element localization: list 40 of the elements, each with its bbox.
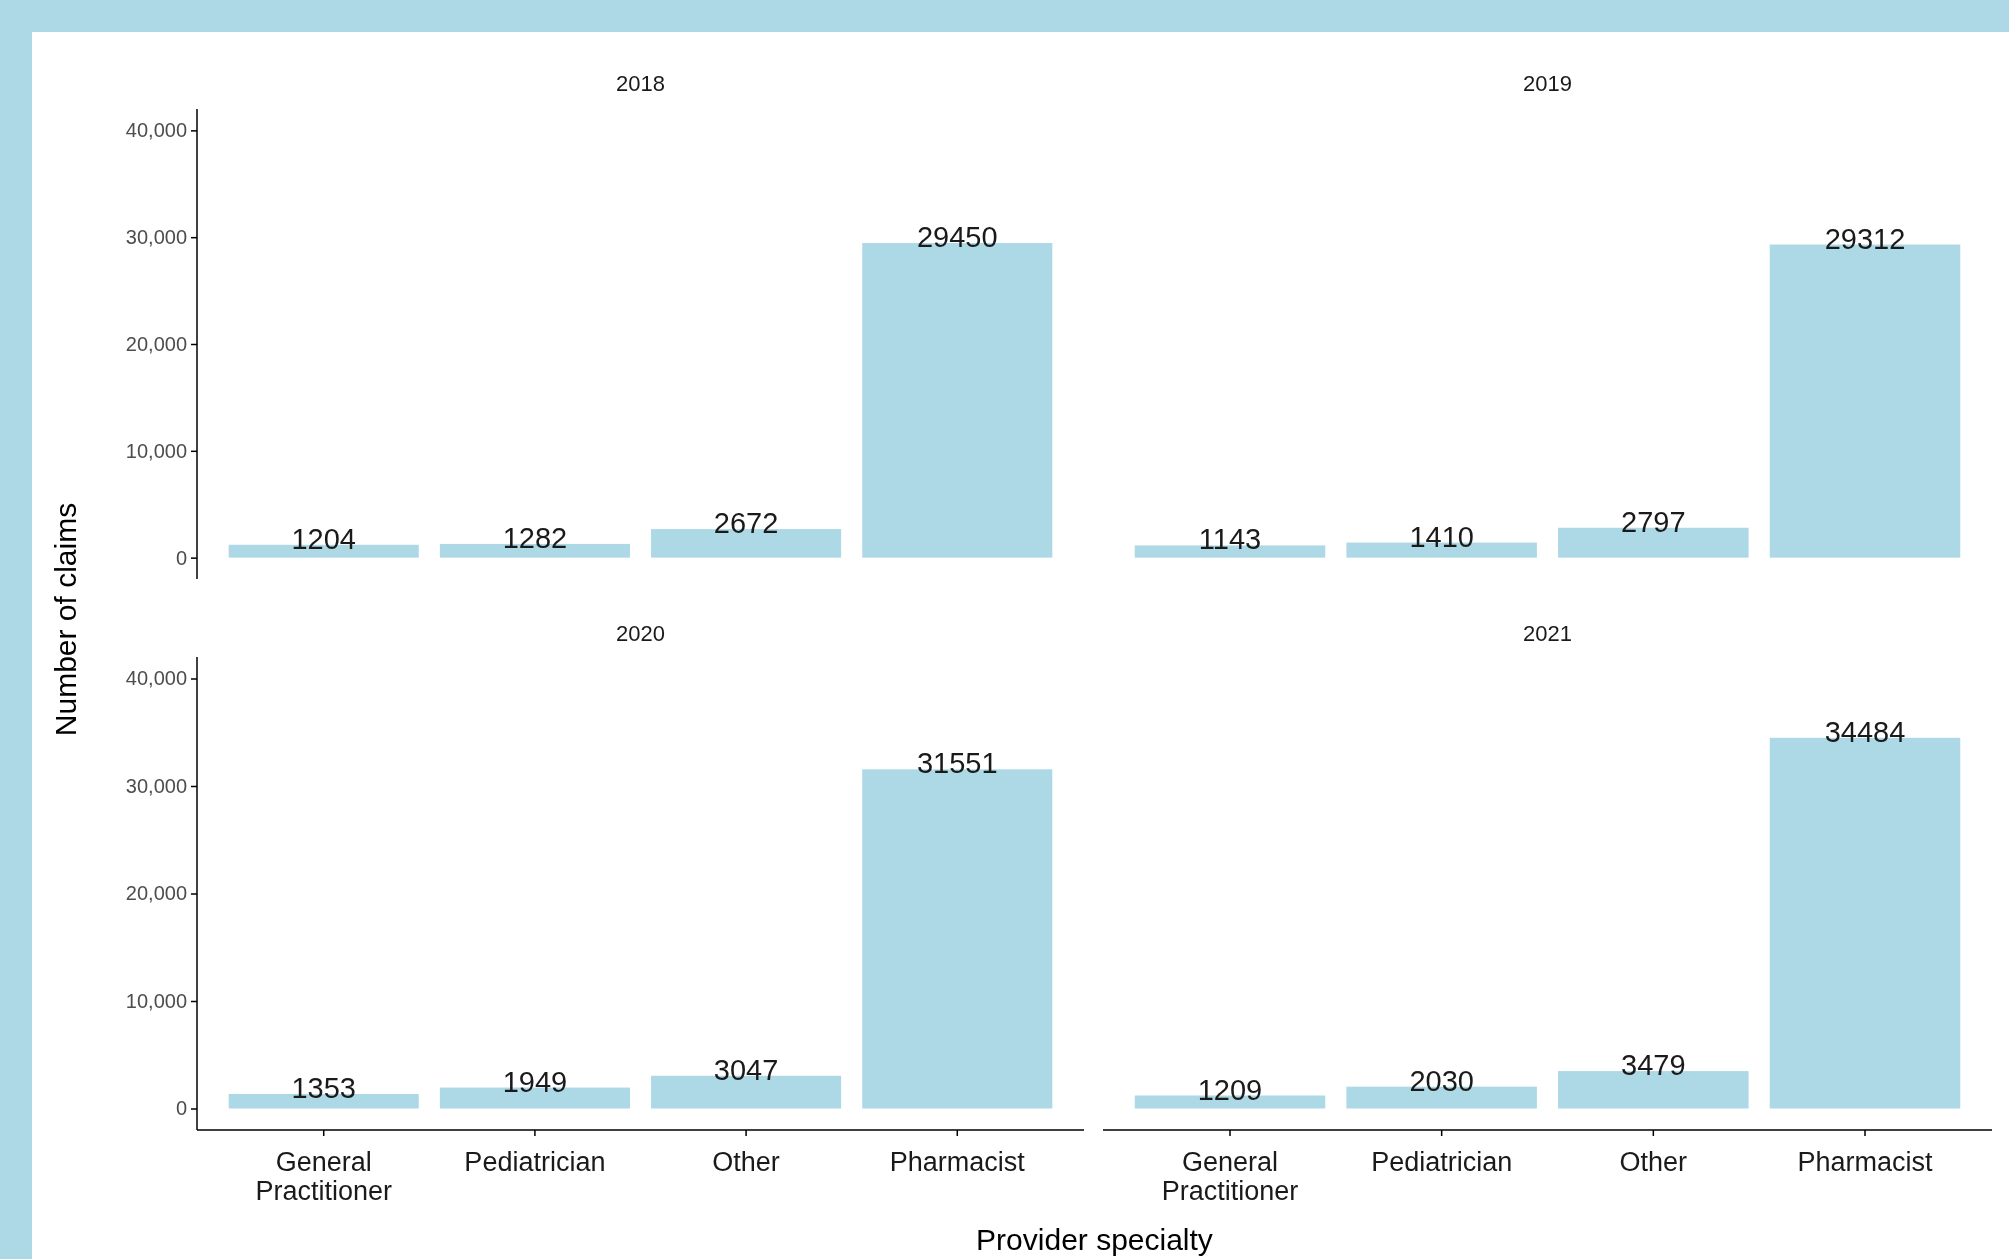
- y-tick-label: 20,000: [125, 882, 187, 905]
- data-label: 1282: [502, 521, 568, 554]
- data-label: 1410: [1409, 520, 1474, 553]
- x-tick-label: Pediatrician: [1371, 1147, 1513, 1178]
- y-tick-label: 10,000: [125, 989, 187, 1012]
- data-label: 2030: [1409, 1064, 1474, 1097]
- y-tick-label: 40,000: [125, 667, 187, 690]
- data-label: 1143: [1198, 523, 1262, 556]
- y-tick-label: 0: [175, 546, 187, 569]
- data-label: 31551: [916, 747, 998, 780]
- data-label: 1209: [1197, 1073, 1263, 1106]
- x-tick-label: Other: [712, 1147, 780, 1178]
- chart-title: 2019: [1523, 71, 1572, 96]
- data-label: 3047: [713, 1053, 779, 1086]
- x-tick-label: Pediatrician: [464, 1147, 606, 1178]
- y-tick-label: 10,000: [125, 439, 187, 462]
- data-label: 1353: [291, 1071, 356, 1104]
- y-tick-label: 30,000: [125, 226, 187, 249]
- data-label: 29450: [916, 221, 998, 254]
- y-tick-label: 40,000: [125, 119, 187, 142]
- data-label: 34484: [1824, 715, 1906, 748]
- chart-title: 2021: [1523, 621, 1572, 646]
- chart-title: 2020: [616, 621, 665, 646]
- x-tick-label: General Practitioner: [255, 1147, 392, 1206]
- data-label: 29312: [1824, 222, 1906, 255]
- x-tick-label: General Practitioner: [1161, 1147, 1299, 1206]
- data-label: 2797: [1621, 505, 1686, 538]
- y-tick-label: 20,000: [125, 332, 187, 355]
- data-label: 3479: [1621, 1049, 1686, 1082]
- x-tick-label: Pharmacist: [1797, 1147, 1934, 1178]
- x-tick-label: Other: [1619, 1147, 1688, 1178]
- data-label: 1204: [291, 522, 356, 555]
- x-tick-label: Pharmacist: [889, 1147, 1026, 1178]
- y-tick-label: 0: [175, 1097, 187, 1120]
- chart-title: 2018: [616, 71, 665, 96]
- data-label: 1949: [502, 1065, 568, 1098]
- data-label: 2672: [713, 507, 779, 540]
- y-tick-label: 30,000: [125, 774, 187, 797]
- x-axis-title: Provider specialty: [976, 1223, 1213, 1256]
- y-axis-title: Number of claims: [49, 502, 82, 737]
